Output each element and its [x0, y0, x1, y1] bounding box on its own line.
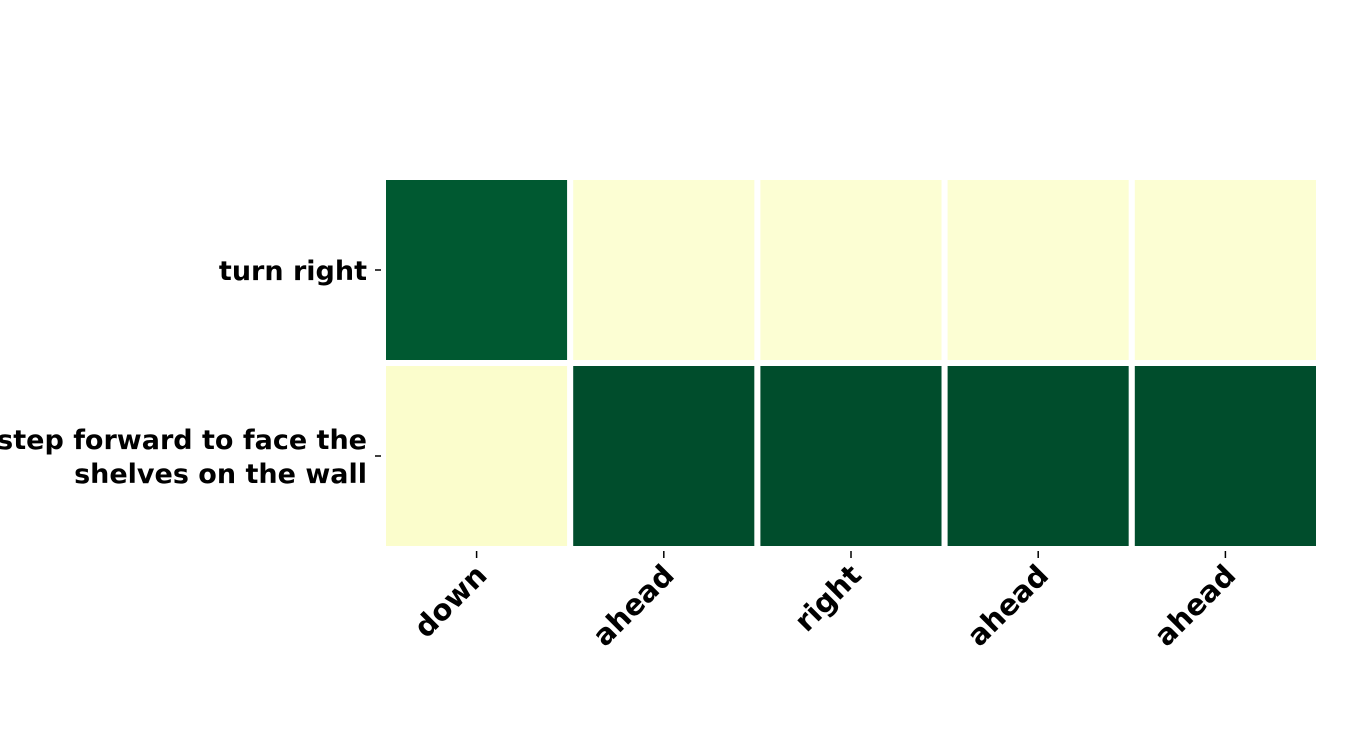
- y-tick-label: turn right: [219, 256, 367, 287]
- y-tick-label: step forward to face the shelves on the w…: [0, 425, 367, 490]
- heatmap-cell: [1128, 174, 1323, 366]
- x-tick-label: right: [788, 558, 868, 638]
- heatmap-cell: [754, 174, 948, 366]
- heatmap-cells: [380, 174, 1323, 552]
- x-tick-label: ahead: [1147, 558, 1242, 653]
- x-tick-label: ahead: [586, 558, 681, 653]
- x-tick-label: ahead: [960, 558, 1055, 653]
- heatmap-cell: [941, 360, 1135, 552]
- heatmap-cell: [380, 360, 574, 552]
- x-axis: down ahead right ahead ahead: [407, 551, 1242, 653]
- heatmap-cell: [941, 174, 1135, 366]
- heatmap-cell: [754, 360, 948, 552]
- y-axis: turn right step forward to face the shelve…: [0, 256, 381, 490]
- heatmap-cell: [567, 174, 761, 366]
- heatmap-cell: [1128, 360, 1323, 552]
- heatmap-cell: [380, 174, 574, 366]
- heatmap-cell: [567, 360, 761, 552]
- x-tick-label: down: [407, 558, 493, 644]
